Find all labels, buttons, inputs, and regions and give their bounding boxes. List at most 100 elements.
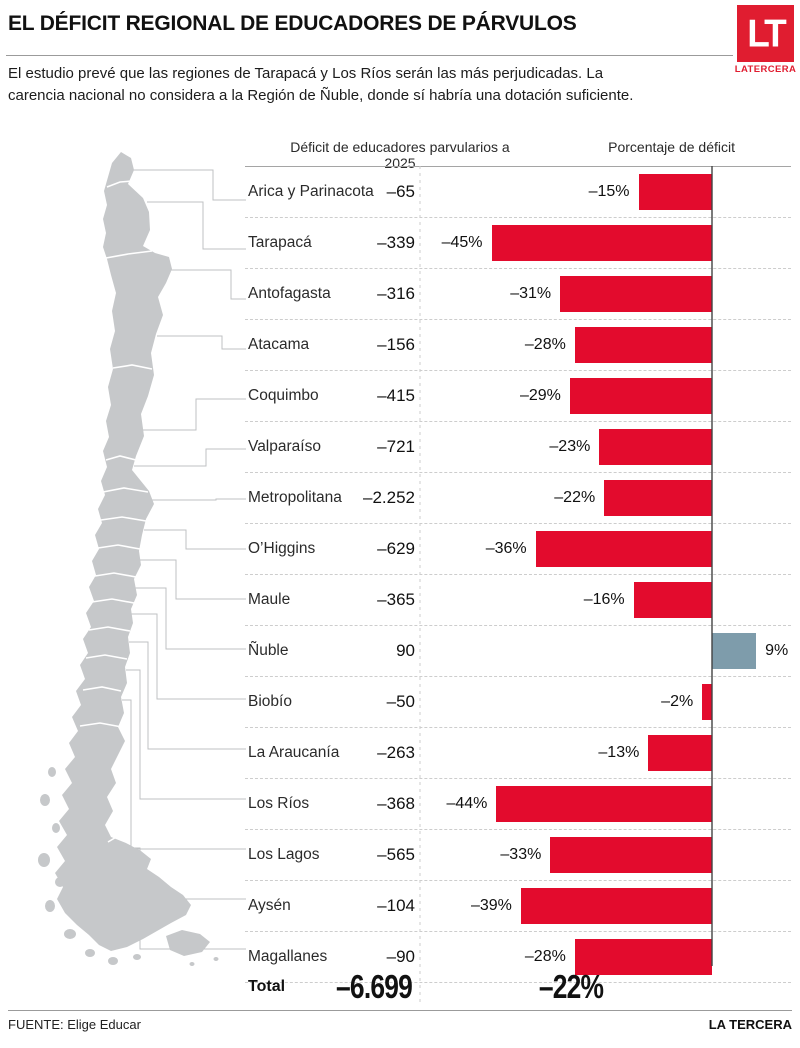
region-label: Biobío bbox=[248, 693, 292, 710]
percentage-bar bbox=[604, 480, 712, 516]
table-row: Ñuble 90 9% bbox=[245, 626, 791, 677]
region-label: Antofagasta bbox=[248, 285, 331, 302]
region-label: Los Ríos bbox=[248, 795, 310, 812]
table-row: Valparaíso –721 –23% bbox=[245, 422, 791, 473]
percentage-label: 9% bbox=[765, 642, 789, 659]
deficit-value: –104 bbox=[377, 896, 415, 915]
region-label: Magallanes bbox=[248, 948, 328, 965]
table-row: Tarapacá –339 –45% bbox=[245, 218, 791, 269]
percentage-label: –44% bbox=[446, 795, 488, 812]
deficit-value: –365 bbox=[377, 590, 415, 609]
deficit-value: –263 bbox=[377, 743, 415, 762]
la-tercera-logo: LT bbox=[737, 5, 794, 62]
footer-divider bbox=[8, 1010, 792, 1011]
deficit-value: 90 bbox=[396, 641, 415, 660]
percentage-label: –29% bbox=[519, 387, 561, 404]
percentage-label: –45% bbox=[441, 234, 483, 251]
deficit-value: –316 bbox=[377, 284, 415, 303]
percentage-label: –15% bbox=[588, 183, 630, 200]
region-label: Ñuble bbox=[248, 642, 289, 659]
source-credit: FUENTE: Elige Educar bbox=[8, 1017, 141, 1032]
region-label: Valparaíso bbox=[248, 438, 321, 455]
percentage-bar bbox=[560, 276, 712, 312]
total-label: Total bbox=[248, 978, 286, 995]
deficit-value: –339 bbox=[377, 233, 415, 252]
region-label: La Araucanía bbox=[248, 744, 340, 761]
region-border-lines bbox=[79, 180, 153, 843]
percentage-bar bbox=[520, 888, 712, 924]
deficit-value: –721 bbox=[377, 437, 415, 456]
region-label: Coquimbo bbox=[248, 387, 319, 404]
lt-logo-name: LATERCERA bbox=[734, 64, 797, 75]
region-label: Tarapacá bbox=[248, 234, 312, 251]
table-row: Antofagasta –316 –31% bbox=[245, 269, 791, 320]
percentage-label: –22% bbox=[554, 489, 596, 506]
region-connector-lines bbox=[75, 169, 246, 950]
percentage-bar bbox=[712, 633, 757, 669]
deficit-value: –2.252 bbox=[363, 488, 415, 507]
percentage-bar bbox=[574, 939, 712, 975]
table-row: Los Lagos –565 –33% bbox=[245, 830, 791, 881]
deficit-value: –156 bbox=[377, 335, 415, 354]
table-row: Coquimbo –415 –29% bbox=[245, 371, 791, 422]
page-title: EL DÉFICIT REGIONAL DE EDUCADORES DE PÁR… bbox=[8, 12, 577, 35]
percentage-label: –23% bbox=[549, 438, 591, 455]
percentage-label: –13% bbox=[598, 744, 640, 761]
region-label: Los Lagos bbox=[248, 846, 320, 863]
percentage-bar bbox=[574, 327, 712, 363]
percentage-label: –2% bbox=[661, 693, 694, 710]
brand-credit: LA TERCERA bbox=[708, 1017, 792, 1032]
percentage-label: –36% bbox=[485, 540, 527, 557]
percentage-bar bbox=[569, 378, 712, 414]
deficit-value: –90 bbox=[386, 947, 415, 966]
region-table: Arica y Parinacota –65 –15% Tarapacá –339 –45… bbox=[245, 166, 791, 983]
table-row: Magallanes –90 –28% bbox=[245, 932, 791, 983]
chile-map bbox=[38, 152, 219, 966]
percentage-bar bbox=[550, 837, 712, 873]
percentage-bar bbox=[633, 582, 712, 618]
total-row: Total –6.699 –22% bbox=[245, 967, 791, 1007]
percentage-label: –16% bbox=[583, 591, 625, 608]
percentage-label: –31% bbox=[510, 285, 552, 302]
table-row: Metropolitana –2.252 –22% bbox=[245, 473, 791, 524]
region-label: Arica y Parinacota bbox=[248, 183, 374, 200]
total-percentage-value: –22% bbox=[538, 968, 604, 1005]
region-label: O’Higgins bbox=[248, 540, 316, 557]
title-divider bbox=[6, 55, 733, 56]
column-header-deficit: Déficit de educadores parvularios a 2025 bbox=[290, 139, 510, 171]
percentage-label: –39% bbox=[470, 897, 512, 914]
percentage-bar bbox=[496, 786, 712, 822]
table-row: Los Ríos –368 –44% bbox=[245, 779, 791, 830]
total-deficit-value: –6.699 bbox=[336, 968, 413, 1005]
percentage-label: –28% bbox=[524, 948, 566, 965]
region-label: Atacama bbox=[248, 336, 310, 353]
deficit-value: –65 bbox=[386, 182, 415, 201]
percentage-bar bbox=[599, 429, 712, 465]
table-row: Atacama –156 –28% bbox=[245, 320, 791, 371]
lt-logo-mark: LT bbox=[747, 11, 787, 56]
table-row: O’Higgins –629 –36% bbox=[245, 524, 791, 575]
percentage-label: –28% bbox=[524, 336, 566, 353]
percentage-bar bbox=[702, 684, 712, 720]
percentage-bar bbox=[491, 225, 712, 261]
deficit-value: –565 bbox=[377, 845, 415, 864]
intro-text: El estudio prevé que las regiones de Tar… bbox=[8, 65, 634, 104]
region-label: Metropolitana bbox=[248, 489, 342, 506]
percentage-bar bbox=[648, 735, 712, 771]
percentage-label: –33% bbox=[500, 846, 542, 863]
region-label: Maule bbox=[248, 591, 291, 608]
table-row: La Araucanía –263 –13% bbox=[245, 728, 791, 779]
deficit-value: –629 bbox=[377, 539, 415, 558]
deficit-value: –368 bbox=[377, 794, 415, 813]
table-row: Biobío –50 –2% bbox=[245, 677, 791, 728]
table-row: Aysén –104 –39% bbox=[245, 881, 791, 932]
table-row: Maule –365 –16% bbox=[245, 575, 791, 626]
percentage-bar bbox=[638, 174, 712, 210]
column-header-percentage: Porcentaje de déficit bbox=[608, 139, 735, 155]
deficit-value: –415 bbox=[377, 386, 415, 405]
table-row: Arica y Parinacota –65 –15% bbox=[245, 167, 791, 218]
deficit-value: –50 bbox=[386, 692, 415, 711]
region-label: Aysén bbox=[248, 897, 291, 914]
percentage-bar bbox=[535, 531, 712, 567]
